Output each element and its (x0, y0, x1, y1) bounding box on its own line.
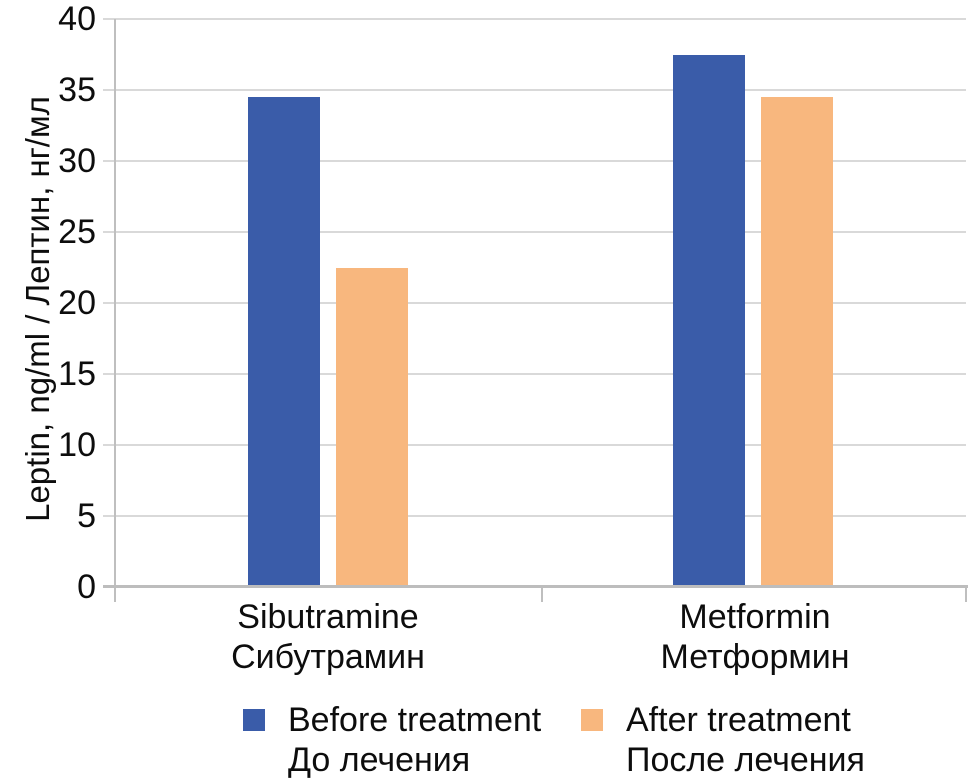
y-tick-label: 40 (58, 0, 96, 38)
gridline (103, 444, 966, 446)
y-tick-label: 0 (77, 568, 96, 606)
y-tick-label: 35 (58, 71, 96, 109)
legend-swatch-before-treatment (243, 709, 265, 731)
category-label-en: Sibutramine (237, 598, 419, 636)
legend-label-en: Before treatment (288, 701, 542, 739)
gridline (103, 373, 966, 375)
gridline (103, 89, 966, 91)
y-tick-label: 30 (58, 142, 96, 180)
legend-entry-after-treatment: After treatment После лечения (581, 700, 865, 780)
bar-after-sibutramine (335, 267, 408, 587)
y-tick-label: 25 (58, 213, 96, 251)
legend-label-en: After treatment (626, 701, 851, 739)
category-label-ru: Метформин (660, 638, 850, 676)
gridline (103, 515, 966, 517)
y-axis-line (114, 19, 116, 602)
gridline (103, 18, 966, 20)
legend-entry-before-treatment: Before treatment До лечения (243, 700, 541, 780)
category-label-en: Metformin (679, 598, 831, 636)
bar-after-metformin (761, 97, 834, 587)
bar-before-metformin (673, 54, 746, 587)
gridline (103, 302, 966, 304)
gridline (103, 231, 966, 233)
gridline (103, 160, 966, 162)
x-axis-tick (540, 588, 543, 602)
category-label-metformin: Metformin Метформин (545, 597, 965, 677)
y-tick-label: 5 (77, 497, 96, 535)
category-label-ru: Сибутрамин (231, 638, 425, 676)
legend-label-ru: До лечения (288, 741, 471, 779)
y-tick-label: 20 (58, 284, 96, 322)
x-axis-line (103, 585, 968, 588)
category-label-sibutramine: Sibutramine Сибутрамин (118, 597, 538, 677)
x-axis-tick (965, 588, 967, 602)
legend-swatch-after-treatment (581, 709, 603, 731)
legend-label-ru: После лечения (626, 741, 865, 779)
y-tick-label: 15 (58, 355, 96, 393)
y-tick-label: 10 (58, 426, 96, 464)
x-axis-tick (114, 588, 116, 602)
bar-before-sibutramine (247, 97, 320, 587)
